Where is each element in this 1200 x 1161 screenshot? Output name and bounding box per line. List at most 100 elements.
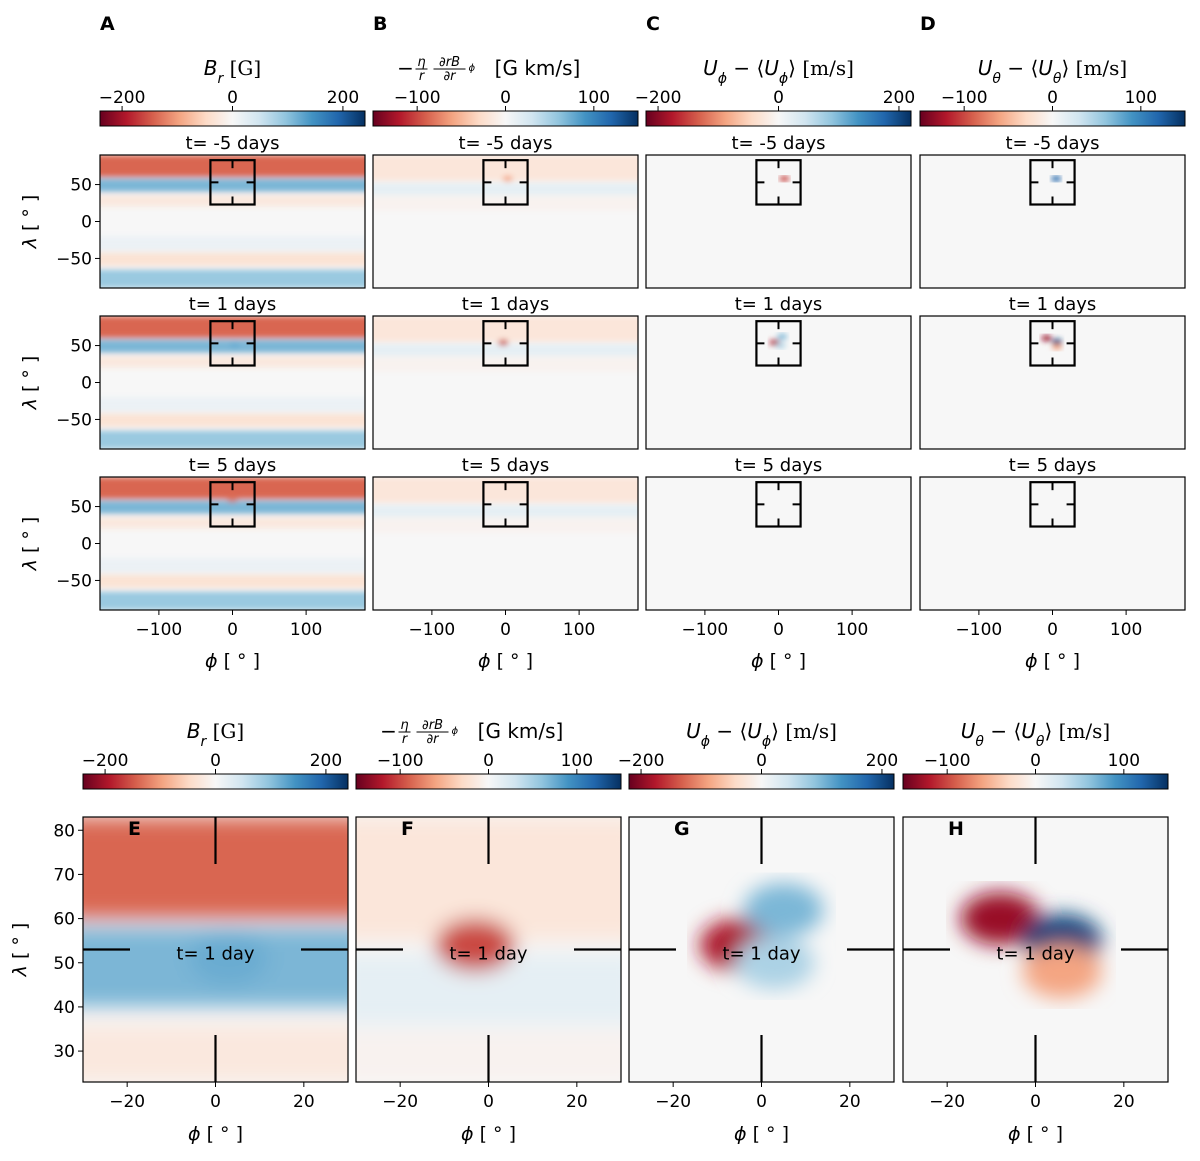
panel-induction-t2 (372, 476, 639, 611)
svg-text:[G km/s]: [G km/s] (495, 56, 581, 80)
field-blob (498, 339, 509, 346)
time-label: t= -5 days (731, 133, 825, 154)
colorbar-tick-label: 200 (310, 751, 342, 771)
time-label: t= -5 days (1005, 133, 1099, 154)
panel-letter: A (100, 13, 115, 35)
zoom-box (755, 481, 802, 528)
zoom-box (755, 159, 802, 206)
field-band (100, 397, 365, 413)
x-tick-label: 20 (566, 1092, 588, 1112)
field-band (100, 591, 365, 610)
field-blob (502, 175, 513, 182)
svg-text:∂r: ∂r (443, 69, 457, 84)
field-blob (743, 883, 824, 937)
svg-text:η: η (400, 718, 408, 733)
x-axis-label: ϕ [ ° ] (461, 1123, 516, 1145)
panel-Utheta-t0 (919, 154, 1186, 289)
colorbar-top-Br: −200 0 200 Br [G] (99, 56, 366, 127)
x-tick-label: 100 (290, 620, 322, 640)
time-label: t= 1 days (462, 294, 550, 315)
colorbar-title: Uϕ − ⟨Uϕ⟩ [m/s] (703, 56, 854, 87)
colorbar-tick-label: 200 (883, 88, 915, 108)
colorbar-tick-label: 0 (1047, 88, 1058, 108)
colorbar-tick-label: 0 (1030, 751, 1041, 771)
colorbar-title: Uθ − ⟨Uθ⟩ [m/s] (978, 56, 1127, 87)
colorbar-zoom-induction: −100 0 100 (355, 751, 622, 790)
field-band (373, 344, 638, 356)
x-tick-label: 100 (1110, 620, 1142, 640)
colorbar-tick-label: 100 (561, 751, 593, 771)
zoom-box (1029, 481, 1076, 528)
field-band (100, 558, 365, 574)
field-blob (775, 342, 786, 349)
time-label: t= 5 days (462, 455, 550, 476)
crosshair (356, 817, 621, 1082)
y-tick-label: 30 (53, 1042, 75, 1062)
x-tick-label: −100 (409, 620, 456, 640)
y-tick-label: 70 (53, 865, 75, 885)
x-tick-label: 0 (1030, 1092, 1041, 1112)
colorbar-tick-label: −100 (394, 88, 441, 108)
colorbar-tick-label: 0 (227, 88, 238, 108)
colorbar-tick-label: 100 (1108, 751, 1140, 771)
panel-letter: H (948, 818, 964, 840)
x-axis-label: ϕ [ ° ] (478, 650, 533, 672)
x-tick-label: 100 (836, 620, 868, 640)
y-tick-label: 0 (81, 535, 92, 555)
panel-Utheta-t1 (919, 315, 1186, 450)
y-tick-label: 60 (53, 910, 75, 930)
field-band (100, 574, 365, 588)
time-label: t= 5 days (1009, 455, 1097, 476)
x-axis-label: ϕ [ ° ] (188, 1123, 243, 1145)
colorbar-zoom-Uphi: −200 0 200 Uϕ − ⟨Uϕ⟩ [m/s] (618, 719, 898, 790)
x-tick-label: 100 (563, 620, 595, 640)
y-tick-label: 50 (70, 176, 92, 196)
y-tick-label: 80 (53, 821, 75, 841)
x-axis-label: ϕ [ ° ] (734, 1123, 789, 1145)
colorbar-top-Uphi: −200 0 200 Uϕ − ⟨Uϕ⟩ [m/s] (635, 56, 915, 127)
colorbar-tick-label: −200 (99, 88, 146, 108)
field-blob (1051, 338, 1063, 345)
time-label: t= 5 days (735, 455, 823, 476)
svg-text:−: − (380, 719, 397, 743)
colorbar-tick-label: −200 (82, 751, 129, 771)
field-blob (779, 175, 790, 182)
svg-text:ϕ: ϕ (469, 63, 476, 74)
x-tick-label: 0 (210, 1092, 221, 1112)
zoom-box (482, 320, 529, 367)
zoom-box (1029, 159, 1076, 206)
colorbar-tick-label: 200 (327, 88, 359, 108)
field-blob (735, 936, 815, 990)
panel-letter: F (401, 818, 414, 840)
zoom-box (209, 320, 256, 367)
field-band (373, 183, 638, 195)
time-label: t= -5 days (458, 133, 552, 154)
y-axis-label: λ [ ° ] (19, 356, 41, 411)
svg-text:ϕ: ϕ (452, 726, 459, 737)
svg-text:∂rB: ∂rB (422, 718, 443, 733)
zoom-box (209, 159, 256, 206)
colorbar-title: Br [G] (187, 719, 244, 750)
zoom-box (209, 481, 256, 528)
time-label: t= 1 days (189, 294, 277, 315)
colorbar-title: − ηr ∂rB∂r ϕ [G km/s] (380, 718, 563, 747)
field-band (100, 430, 365, 449)
crosshair (903, 817, 1168, 1082)
y-axis-label: λ [ ° ] (19, 517, 41, 572)
panel-letter: G (674, 818, 690, 840)
x-tick-label: 0 (500, 620, 511, 640)
y-tick-label: 50 (70, 337, 92, 357)
x-tick-label: 0 (756, 1092, 767, 1112)
colorbar-title: Br [G] (204, 56, 261, 87)
time-label: t= 1 days (735, 294, 823, 315)
x-tick-label: −20 (929, 1092, 965, 1112)
time-label: t= 1 day (176, 944, 254, 965)
colorbar-tick-label: −200 (618, 751, 665, 771)
zoom-panel-Br (82, 816, 349, 1083)
time-label: t= -5 days (185, 133, 279, 154)
panel-induction-t1 (372, 315, 639, 450)
panel-Br-t1 (99, 315, 366, 450)
panel-letters: A B C D (100, 13, 936, 35)
